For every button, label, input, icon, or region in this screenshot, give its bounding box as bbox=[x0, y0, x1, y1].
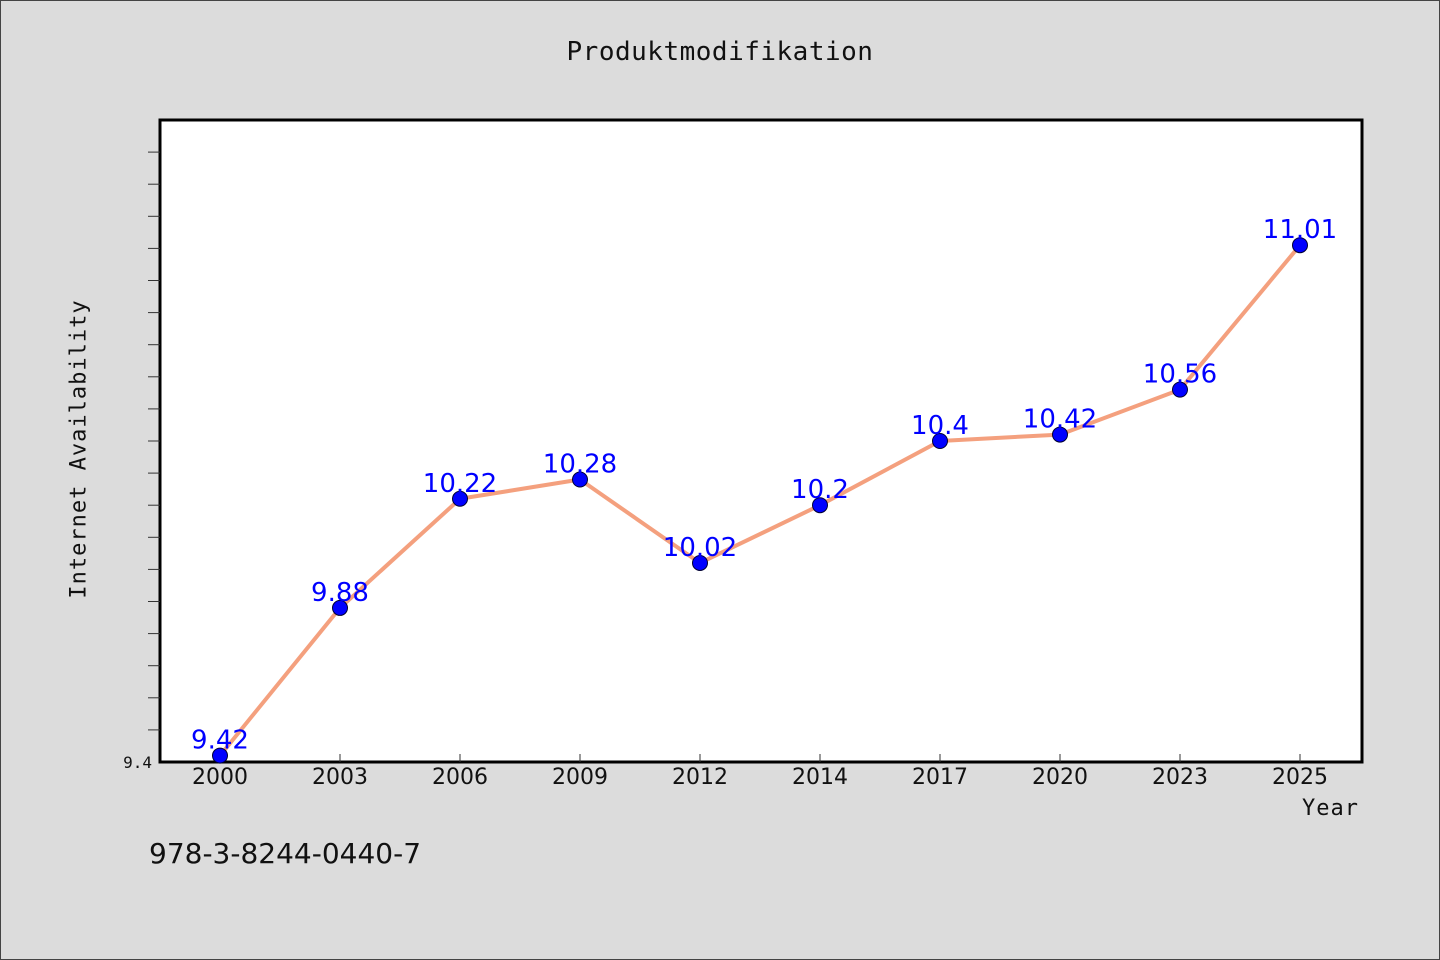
data-label: 9.88 bbox=[311, 578, 369, 608]
series-line bbox=[218, 243, 1302, 757]
data-point bbox=[212, 747, 228, 764]
x-tick-label: 2017 bbox=[912, 765, 968, 790]
data-point bbox=[812, 497, 828, 514]
data-label: 9.42 bbox=[191, 726, 249, 756]
data-label: 10.56 bbox=[1143, 360, 1217, 390]
x-tick-label: 2000 bbox=[192, 765, 248, 790]
data-point bbox=[572, 471, 588, 488]
x-tick-label: 2023 bbox=[1152, 765, 1208, 790]
x-tick-label: 2006 bbox=[432, 765, 488, 790]
data-point bbox=[1172, 381, 1188, 398]
data-point bbox=[932, 433, 948, 449]
data-point bbox=[332, 599, 348, 616]
x-tick-label: 2009 bbox=[552, 765, 608, 790]
data-point bbox=[692, 554, 708, 571]
data-label: 11.01 bbox=[1263, 215, 1337, 245]
plot-frame bbox=[158, 118, 1364, 764]
data-label: 10.2 bbox=[791, 475, 849, 505]
x-axis-label: Year bbox=[1302, 796, 1359, 821]
x-tick-label: 2014 bbox=[792, 765, 848, 790]
data-point bbox=[1292, 237, 1308, 254]
data-point bbox=[1052, 426, 1068, 443]
x-tick-label: 2003 bbox=[312, 765, 368, 790]
chart-title: Produktmodifikation bbox=[566, 37, 874, 67]
y-tick-label: 9.4 bbox=[123, 753, 152, 772]
isbn-text: 978-3-8244-0440-7 bbox=[149, 837, 422, 870]
data-label: 10.4 bbox=[911, 411, 969, 441]
data-label: 10.42 bbox=[1023, 405, 1097, 435]
data-label: 10.28 bbox=[543, 450, 617, 480]
data-label: 10.22 bbox=[423, 469, 497, 499]
x-tick-label: 2020 bbox=[1032, 765, 1088, 790]
data-point bbox=[452, 490, 468, 507]
data-label: 10.02 bbox=[663, 533, 737, 563]
x-tick-label: 2012 bbox=[672, 765, 728, 790]
x-tick-label: 2025 bbox=[1272, 765, 1328, 790]
